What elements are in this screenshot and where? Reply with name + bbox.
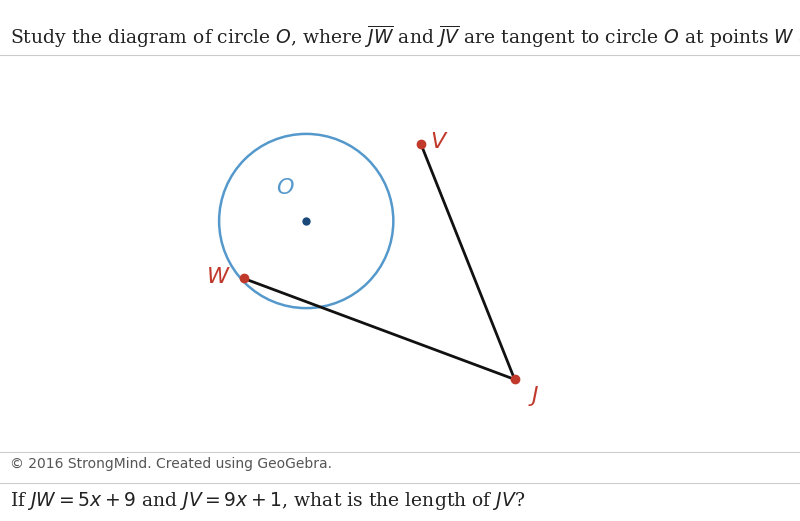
Text: Study the diagram of circle $\mathit{O}$, where $\overline{JW}$ and $\overline{J: Study the diagram of circle $\mathit{O}$…: [10, 23, 800, 50]
Text: If $JW = 5x + 9$ and $JV = 9x + 1$, what is the length of $JV$?: If $JW = 5x + 9$ and $JV = 9x + 1$, what…: [10, 490, 525, 512]
Text: © 2016 StrongMind. Created using GeoGebra.: © 2016 StrongMind. Created using GeoGebr…: [10, 457, 332, 472]
Text: $\mathit{W}$: $\mathit{W}$: [206, 266, 230, 288]
Text: $\mathit{J}$: $\mathit{J}$: [528, 383, 539, 407]
Text: $\mathit{V}$: $\mathit{V}$: [430, 131, 449, 153]
Text: $\mathit{O}$: $\mathit{O}$: [276, 177, 294, 199]
